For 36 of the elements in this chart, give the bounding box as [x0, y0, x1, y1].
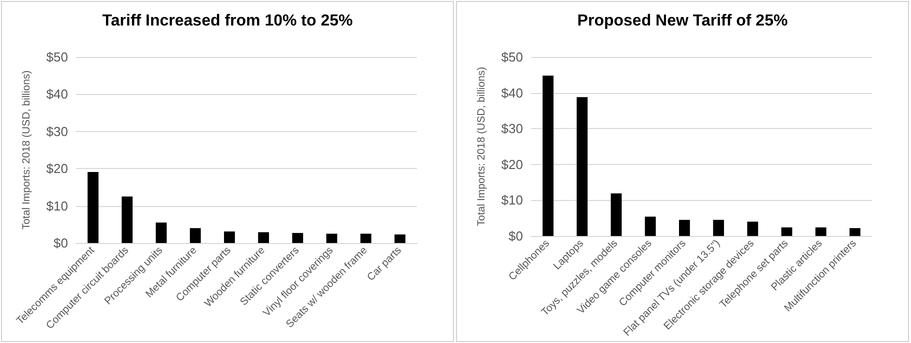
y-tick-label: $20: [46, 161, 68, 176]
y-axis-title: Total Imports: 2018 (USD, billions): [476, 66, 488, 226]
bar: [326, 234, 338, 243]
y-tick-label: $20: [501, 156, 523, 172]
bar: [747, 222, 758, 236]
bar: [122, 196, 133, 243]
bar: [678, 220, 690, 236]
chart-title: Tariff Increased from 10% to 25%: [102, 12, 353, 30]
y-tick-label: $0: [54, 236, 68, 250]
bar: [258, 232, 270, 243]
bar: [644, 216, 656, 236]
y-tick-label: $10: [501, 192, 523, 208]
bar: [781, 227, 792, 236]
bar: [576, 97, 588, 236]
bar: [713, 220, 724, 236]
bar: [849, 228, 860, 236]
chart-title: Proposed New Tariff of 25%: [577, 12, 788, 30]
y-tick-label: $10: [46, 198, 68, 214]
bar: [292, 232, 304, 243]
y-tick-label: $30: [501, 121, 523, 136]
y-tick-label: $30: [46, 124, 68, 139]
bar: [224, 231, 235, 243]
y-tick-label: $0: [508, 228, 523, 244]
y-tick-label: $40: [501, 85, 523, 100]
y-tick-label: $50: [46, 50, 68, 64]
bar: [156, 222, 167, 243]
y-tick-label: $40: [46, 86, 68, 102]
bar: [360, 234, 372, 243]
bar: [190, 228, 201, 243]
bar: [815, 227, 826, 236]
y-tick-label: $50: [501, 50, 523, 64]
bar: [394, 234, 406, 243]
bar: [88, 172, 99, 243]
bar: [542, 76, 554, 236]
bar: [610, 193, 622, 236]
y-axis-title: Total Imports: 2018 (USD, billions): [20, 70, 32, 230]
